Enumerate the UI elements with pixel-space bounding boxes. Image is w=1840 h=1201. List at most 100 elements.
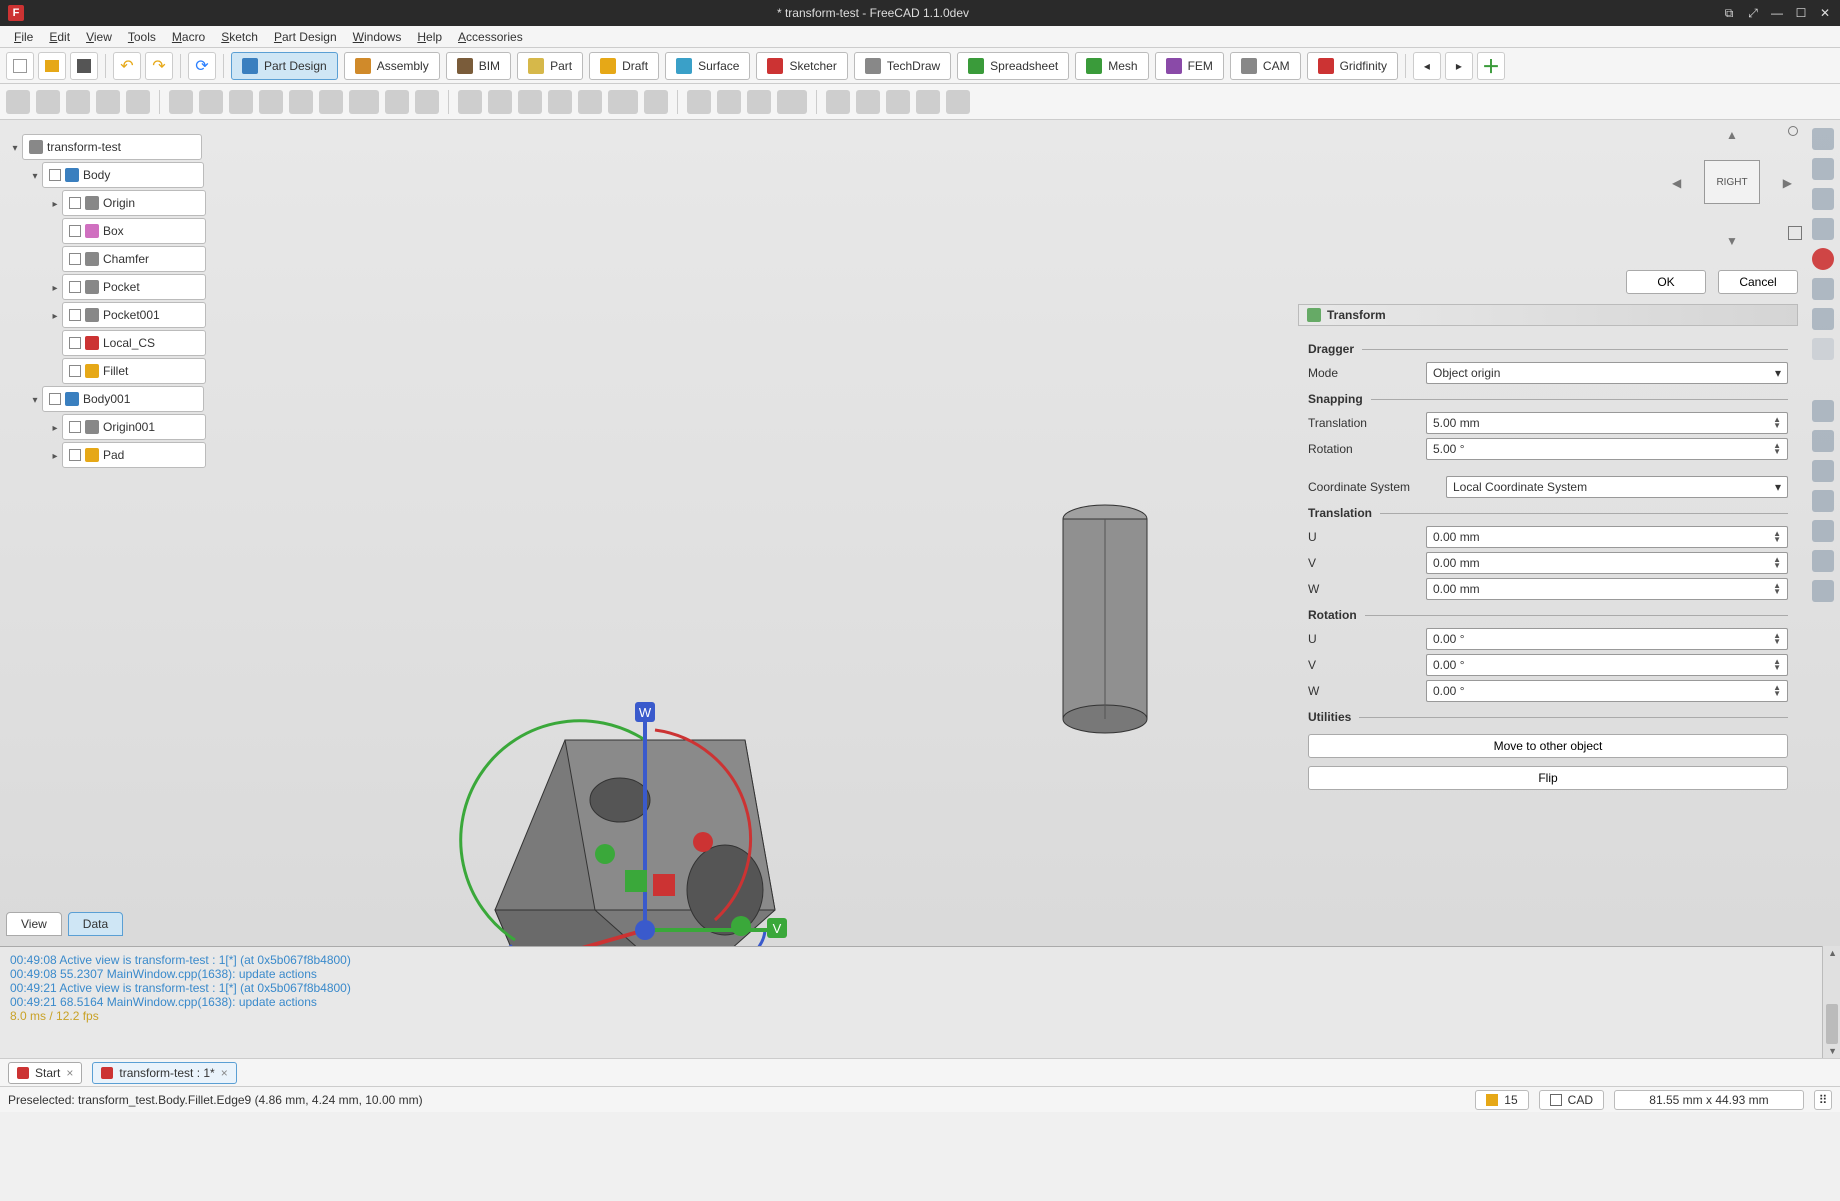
- rot-w-input[interactable]: 0.00 °▲▼: [1426, 680, 1788, 702]
- status-grip-icon[interactable]: ⠿: [1814, 1090, 1832, 1110]
- tool-icon-9[interactable]: [289, 90, 313, 114]
- menu-part-design[interactable]: Part Design: [266, 30, 345, 44]
- window-maximize-icon[interactable]: ☐: [1794, 6, 1808, 20]
- view-icon-left[interactable]: [1812, 580, 1834, 602]
- menu-help[interactable]: Help: [409, 30, 450, 44]
- view-icon-stop[interactable]: [1812, 248, 1834, 270]
- tool-icon-28[interactable]: [916, 90, 940, 114]
- tree-item-local_cs[interactable]: Local_CS: [62, 330, 206, 356]
- menu-tools[interactable]: Tools: [120, 30, 164, 44]
- report-scrollbar[interactable]: ▲ ▼: [1822, 946, 1840, 1058]
- snap-rotation-input[interactable]: 5.00 °▲▼: [1426, 438, 1788, 460]
- tool-icon-7[interactable]: [229, 90, 253, 114]
- tree-item-body[interactable]: Body: [42, 162, 204, 188]
- tool-icon-23[interactable]: [747, 90, 771, 114]
- workbench-techdraw[interactable]: TechDraw: [854, 52, 951, 80]
- tool-icon-15[interactable]: [488, 90, 512, 114]
- status-count[interactable]: 15: [1475, 1090, 1528, 1110]
- menu-accessories[interactable]: Accessories: [450, 30, 531, 44]
- workbench-sketcher[interactable]: Sketcher: [756, 52, 847, 80]
- refresh-icon[interactable]: [188, 52, 216, 80]
- coordinate-system-select[interactable]: Local Coordinate System▾: [1446, 476, 1788, 498]
- menu-view[interactable]: View: [78, 30, 120, 44]
- redo-icon[interactable]: [145, 52, 173, 80]
- mode-select[interactable]: Object origin▾: [1426, 362, 1788, 384]
- tool-icon-17[interactable]: [548, 90, 572, 114]
- rot-u-input[interactable]: 0.00 °▲▼: [1426, 628, 1788, 650]
- tree-item-pad[interactable]: Pad: [62, 442, 206, 468]
- tree-item-box[interactable]: Box: [62, 218, 206, 244]
- window-btn-2[interactable]: ⤢: [1746, 6, 1760, 20]
- tool-icon-27[interactable]: [886, 90, 910, 114]
- view-icon-iso[interactable]: [1812, 400, 1834, 422]
- tab-view[interactable]: View: [6, 912, 62, 936]
- rot-v-input[interactable]: 0.00 °▲▼: [1426, 654, 1788, 676]
- view-icon-4[interactable]: [1812, 218, 1834, 240]
- close-icon[interactable]: ×: [221, 1066, 228, 1080]
- trans-w-input[interactable]: 0.00 mm▲▼: [1426, 578, 1788, 600]
- tool-icon-26[interactable]: [856, 90, 880, 114]
- workbench-surface[interactable]: Surface: [665, 52, 750, 80]
- menu-macro[interactable]: Macro: [164, 30, 213, 44]
- tool-icon-13[interactable]: [415, 90, 439, 114]
- view-icon-2[interactable]: [1812, 158, 1834, 180]
- tool-icon-16[interactable]: [518, 90, 542, 114]
- tool-icon-12[interactable]: [385, 90, 409, 114]
- tool-icon-22[interactable]: [717, 90, 741, 114]
- menu-file[interactable]: File: [6, 30, 41, 44]
- menu-sketch[interactable]: Sketch: [213, 30, 266, 44]
- tool-icon-25[interactable]: [826, 90, 850, 114]
- tool-icon-19[interactable]: [608, 90, 638, 114]
- tool-icon-21[interactable]: [687, 90, 711, 114]
- add-workbench-icon[interactable]: ＋: [1477, 52, 1505, 80]
- window-close-icon[interactable]: ✕: [1818, 6, 1832, 20]
- workbench-gridfinity[interactable]: Gridfinity: [1307, 52, 1398, 80]
- workbench-bim[interactable]: BIM: [446, 52, 511, 80]
- workbench-part[interactable]: Part: [517, 52, 583, 80]
- view-icon-3[interactable]: [1812, 188, 1834, 210]
- nav-cube-face[interactable]: RIGHT: [1716, 177, 1747, 188]
- tool-icon-8[interactable]: [259, 90, 283, 114]
- tool-icon-11[interactable]: [349, 90, 379, 114]
- tool-icon-2[interactable]: [66, 90, 90, 114]
- view-icon-7[interactable]: [1812, 338, 1834, 360]
- workbench-mesh[interactable]: Mesh: [1075, 52, 1148, 80]
- window-minimize-icon[interactable]: —: [1770, 6, 1784, 20]
- tool-icon-24[interactable]: [777, 90, 807, 114]
- tool-icon-1[interactable]: [36, 90, 60, 114]
- view-icon-5[interactable]: [1812, 278, 1834, 300]
- save-file-icon[interactable]: [70, 52, 98, 80]
- workbench-draft[interactable]: Draft: [589, 52, 659, 80]
- menu-windows[interactable]: Windows: [345, 30, 410, 44]
- navigation-cube[interactable]: ▲ ◀ ▶ ▼ RIGHT: [1672, 128, 1792, 248]
- view-icon-rear[interactable]: [1812, 520, 1834, 542]
- window-btn-1[interactable]: ⧉: [1722, 6, 1736, 20]
- wb-nav-right-icon[interactable]: ▸: [1445, 52, 1473, 80]
- tool-icon-5[interactable]: [169, 90, 193, 114]
- doc-tab-transform-test-1-[interactable]: transform-test : 1*×: [92, 1062, 236, 1084]
- tool-icon-3[interactable]: [96, 90, 120, 114]
- view-icon-1[interactable]: [1812, 128, 1834, 150]
- tool-icon-6[interactable]: [199, 90, 223, 114]
- move-to-other-button[interactable]: Move to other object: [1308, 734, 1788, 758]
- viewport[interactable]: ▾transform-test▾Body▸OriginBoxChamfer▸Po…: [0, 120, 1840, 1058]
- flip-button[interactable]: Flip: [1308, 766, 1788, 790]
- ok-button[interactable]: OK: [1626, 270, 1706, 294]
- view-icon-front[interactable]: [1812, 430, 1834, 452]
- cancel-button[interactable]: Cancel: [1718, 270, 1798, 294]
- close-icon[interactable]: ×: [66, 1066, 73, 1080]
- tool-icon-20[interactable]: [644, 90, 668, 114]
- tree-item-origin[interactable]: Origin: [62, 190, 206, 216]
- tool-icon-10[interactable]: [319, 90, 343, 114]
- tool-icon-29[interactable]: [946, 90, 970, 114]
- view-icon-6[interactable]: [1812, 308, 1834, 330]
- snap-translation-input[interactable]: 5.00 mm▲▼: [1426, 412, 1788, 434]
- tree-item-pocket[interactable]: Pocket: [62, 274, 206, 300]
- menu-edit[interactable]: Edit: [41, 30, 78, 44]
- tool-icon-4[interactable]: [126, 90, 150, 114]
- undo-icon[interactable]: [113, 52, 141, 80]
- tree-item-origin001[interactable]: Origin001: [62, 414, 206, 440]
- tool-icon-14[interactable]: [458, 90, 482, 114]
- trans-v-input[interactable]: 0.00 mm▲▼: [1426, 552, 1788, 574]
- tab-data[interactable]: Data: [68, 912, 123, 936]
